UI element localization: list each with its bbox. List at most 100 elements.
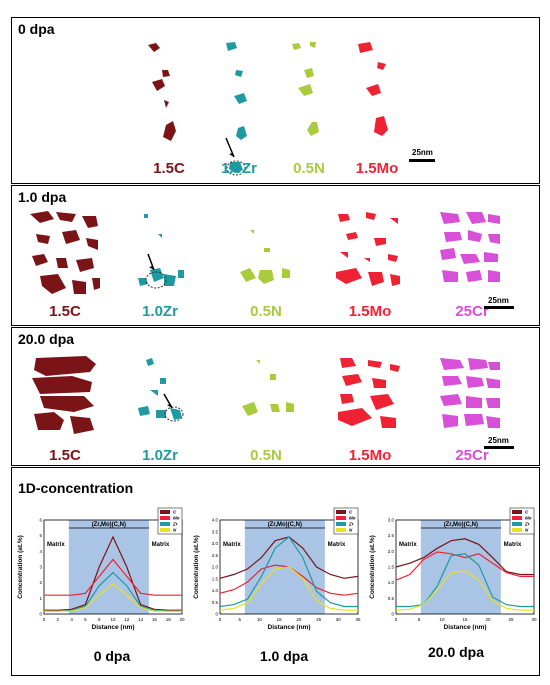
curve-Zr bbox=[219, 536, 358, 608]
x-tick-label: 20 bbox=[296, 617, 302, 622]
x-tick-label: 2 bbox=[57, 617, 60, 622]
legend-label-Mo: Mo bbox=[525, 516, 532, 521]
x-tick-label: 18 bbox=[166, 617, 172, 622]
legend-label-C: C bbox=[349, 510, 353, 515]
y-tick-label: 1 bbox=[39, 596, 42, 601]
y-tick-label: 2 bbox=[39, 580, 42, 585]
legend-swatch-Mo bbox=[512, 516, 522, 520]
y-tick-label: 0 bbox=[215, 612, 218, 617]
panel-title: 0 dpa bbox=[18, 21, 55, 37]
x-tick-label: 20 bbox=[179, 617, 185, 622]
x-tick-label: 14 bbox=[138, 617, 144, 622]
legend-swatch-N bbox=[336, 528, 346, 532]
atom-map-C bbox=[30, 211, 100, 294]
y-tick-label: 3 bbox=[39, 565, 42, 570]
y-tick-label: 6 bbox=[39, 518, 42, 523]
element-label-N: 0.5N bbox=[250, 447, 282, 464]
atom-map-C bbox=[32, 356, 96, 434]
y-tick-label: 0 bbox=[39, 612, 42, 617]
curve-Zr bbox=[396, 553, 534, 608]
legend-label-Zr: Zr bbox=[348, 522, 354, 527]
curve-N bbox=[395, 570, 534, 611]
matrix-label-left: Matrix bbox=[47, 542, 65, 548]
y-tick-label: 3.5 bbox=[212, 529, 219, 534]
panel-title: 20.0 dpa bbox=[18, 331, 75, 347]
element-label-Cr: 25Cr bbox=[455, 303, 489, 320]
legend-label-C: C bbox=[173, 510, 177, 515]
legend-swatch-Mo bbox=[336, 516, 346, 520]
x-tick-label: 15 bbox=[462, 617, 468, 622]
y-tick-label: 3.0 bbox=[388, 518, 395, 523]
curve-Mo bbox=[44, 558, 182, 596]
x-tick-label: 0 bbox=[43, 617, 46, 622]
matrix-label-left: Matrix bbox=[399, 542, 417, 548]
element-label-N: 0.5N bbox=[293, 160, 325, 177]
legend-swatch-N bbox=[160, 528, 170, 532]
plot-frame bbox=[219, 519, 359, 615]
atom-map-N bbox=[242, 360, 294, 416]
element-label-C: 1.5C bbox=[49, 303, 81, 320]
atom-map-N bbox=[292, 42, 319, 136]
chart-label-0dpa: 0 dpa bbox=[93, 648, 131, 664]
x-tick-label: 30 bbox=[531, 617, 537, 622]
x-tick-label: 5 bbox=[418, 617, 421, 622]
element-label-Cr: 25Cr bbox=[455, 447, 489, 464]
y-tick-label: 2.5 bbox=[212, 553, 219, 558]
y-axis-label: Concentration (at.%) bbox=[17, 535, 24, 599]
x-tick-label: 35 bbox=[355, 617, 361, 622]
scale-bar bbox=[484, 306, 514, 309]
y-tick-label: 3.0 bbox=[212, 541, 219, 546]
scale-bar-label: 25nm bbox=[488, 296, 509, 305]
precipitate-band bbox=[420, 520, 501, 614]
atom-map-Cr bbox=[440, 212, 500, 282]
legend-swatch-Zr bbox=[160, 522, 170, 526]
y-tick-label: 1.0 bbox=[388, 580, 395, 585]
y-tick-label: 0.5 bbox=[388, 596, 395, 601]
matrix-label-right: Matrix bbox=[504, 542, 522, 548]
x-tick-label: 0 bbox=[395, 617, 398, 622]
y-tick-label: 2.0 bbox=[388, 549, 395, 554]
matrix-label-right: Matrix bbox=[152, 542, 170, 548]
band-label: (Zr,Mo)(C,N) bbox=[268, 522, 302, 528]
atom-map-Mo bbox=[338, 358, 400, 428]
scale-bar-label: 25nm bbox=[488, 436, 509, 445]
legend-label-Zr: Zr bbox=[524, 522, 530, 527]
atom-map-C bbox=[148, 43, 176, 141]
y-tick-label: 1.5 bbox=[388, 565, 395, 570]
x-axis-label: Distance (nm) bbox=[268, 624, 311, 631]
element-label-Zr: 1.0Zr bbox=[142, 303, 178, 320]
x-tick-label: 10 bbox=[439, 617, 445, 622]
x-tick-label: 30 bbox=[336, 617, 342, 622]
y-tick-label: 4.0 bbox=[212, 518, 219, 523]
band-label: (Zr,Mo)(C,N) bbox=[92, 522, 126, 528]
x-tick-label: 10 bbox=[110, 617, 116, 622]
legend-label-N: N bbox=[349, 528, 353, 533]
scale-bar-label: 25nm bbox=[412, 148, 433, 157]
band-label: (Zr,Mo)(C,N) bbox=[444, 522, 478, 528]
concentration-chart-20dpa: (Zr,Mo)(C,N) Matrix Matrix 0 5 10 15 20 25 30 0 0.5… bbox=[369, 507, 537, 631]
curve-Mo bbox=[395, 551, 534, 581]
curve-Zr bbox=[44, 571, 182, 612]
y-tick-label: 4 bbox=[39, 549, 42, 554]
curve-C bbox=[44, 535, 182, 611]
legend-swatch-C bbox=[336, 510, 346, 514]
element-label-Zr: 1.0Zr bbox=[142, 447, 178, 464]
panel-1dpa: 1.0 dpa 1.5C 1.0Zr 0.5N 1.5Mo 25Cr 25nm bbox=[11, 185, 540, 326]
legend-swatch-C bbox=[512, 510, 522, 514]
x-axis-label: Distance (nm) bbox=[444, 624, 487, 631]
scale-bar bbox=[409, 159, 435, 162]
x-tick-label: 5 bbox=[238, 617, 241, 622]
element-label-N: 0.5N bbox=[250, 303, 282, 320]
legend-label-Mo: Mo bbox=[173, 516, 180, 521]
y-tick-label: 5 bbox=[39, 533, 42, 538]
legend-label-N: N bbox=[173, 528, 177, 533]
x-tick-label: 25 bbox=[508, 617, 514, 622]
element-label-Mo: 1.5Mo bbox=[355, 160, 399, 177]
curve-C bbox=[395, 538, 534, 576]
x-tick-label: 4 bbox=[70, 617, 73, 622]
matrix-label-left: Matrix bbox=[223, 542, 241, 548]
legend-label-C: C bbox=[525, 510, 529, 515]
curve-N bbox=[219, 566, 358, 611]
y-tick-label: 1.5 bbox=[212, 576, 219, 581]
concentration-chart-1dpa: (Zr,Mo)(C,N) Matrix Matrix 0 5 10 15 20 25 30 35 0 0… bbox=[193, 507, 361, 631]
